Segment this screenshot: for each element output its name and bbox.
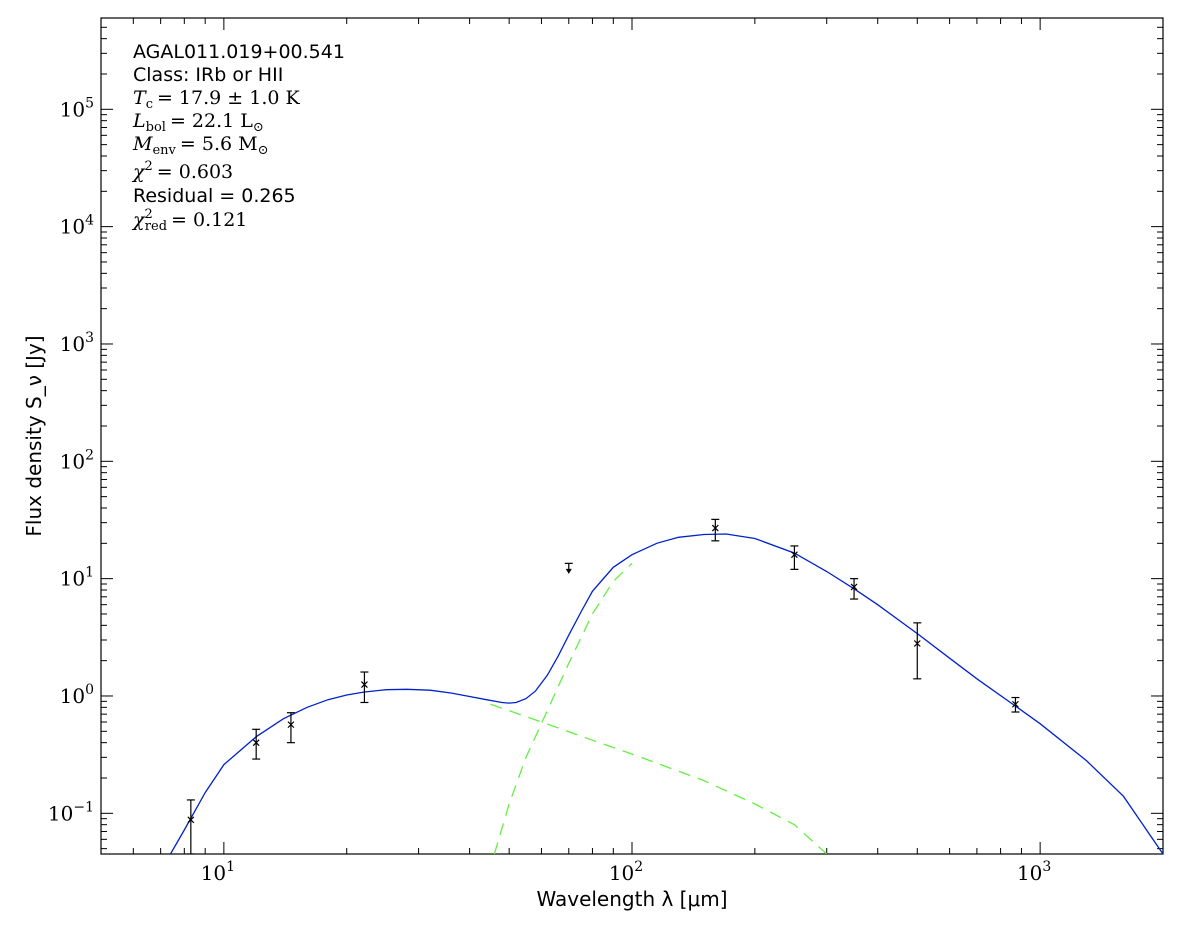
y-tick-label: 10−1 bbox=[48, 799, 94, 825]
annotation-block: AGAL011.019+00.541 Class: IRb or HII Tc =… bbox=[131, 41, 345, 234]
y-tick-label: 103 bbox=[60, 330, 94, 356]
y-axis-label: Flux density S_ν [Jy] bbox=[22, 335, 46, 536]
data-point bbox=[287, 721, 295, 729]
lbol-line: Lbol = 22.1 L⊙ bbox=[132, 110, 264, 135]
series-group bbox=[169, 533, 1163, 854]
x-tick-label: 103 bbox=[1017, 859, 1051, 885]
y-tick-label: 105 bbox=[60, 95, 94, 121]
data-point bbox=[252, 739, 260, 747]
axis-ticks: 101 102 103 10−1 100 101 102 103 104 105 bbox=[48, 17, 1164, 885]
plot-area bbox=[100, 17, 1164, 855]
data-point bbox=[790, 551, 798, 559]
y-tick-label: 104 bbox=[60, 213, 94, 239]
points-group bbox=[186, 518, 1020, 854]
menv-line: Menv = 5.6 M⊙ bbox=[132, 133, 268, 158]
source-name: AGAL011.019+00.541 bbox=[133, 41, 345, 63]
y-tick-label: 102 bbox=[60, 447, 94, 473]
data-point bbox=[711, 524, 719, 532]
fit-curve bbox=[169, 533, 1163, 854]
data-point bbox=[913, 640, 921, 647]
x-tick-label: 102 bbox=[609, 859, 643, 885]
data-point bbox=[850, 583, 858, 591]
y-tick-label: 100 bbox=[60, 682, 94, 708]
data-point bbox=[1012, 700, 1019, 708]
chi2red-line: χ2 red = 0.121 bbox=[131, 207, 247, 234]
data-point bbox=[360, 681, 368, 689]
data-point bbox=[187, 816, 195, 824]
x-axis-label: Wavelength λ [μm] bbox=[536, 887, 727, 911]
residual-line: Residual = 0.265 bbox=[133, 185, 296, 207]
y-tick-label: 101 bbox=[60, 565, 94, 591]
upper-limit-arrow bbox=[565, 568, 572, 574]
tc-line: Tc = 17.9 ± 1.0 K bbox=[133, 87, 300, 112]
class-line: Class: IRb or HII bbox=[133, 64, 283, 86]
component-curve bbox=[493, 562, 633, 854]
chi2-line: χ2 = 0.603 bbox=[131, 159, 233, 183]
component-curve bbox=[490, 703, 828, 854]
x-tick-label: 101 bbox=[201, 859, 235, 885]
